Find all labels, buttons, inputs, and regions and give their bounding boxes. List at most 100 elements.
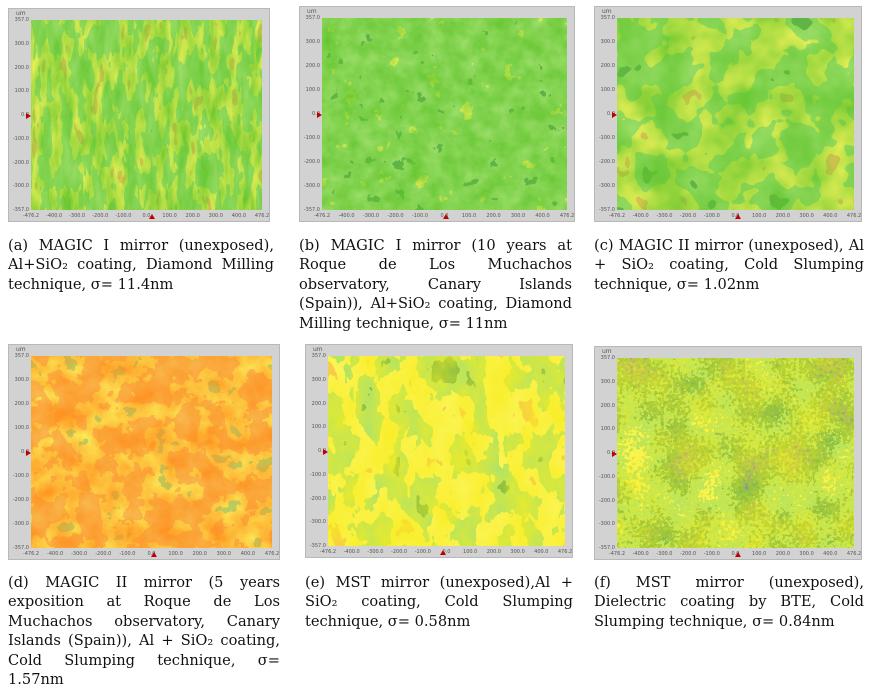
x-marker-icon xyxy=(440,550,446,555)
x-tick-label: 400.0 xyxy=(240,551,256,557)
y-tick-label: 300.0 xyxy=(311,376,326,383)
x-tick-label: 100.0 xyxy=(752,551,767,557)
x-marker-icon xyxy=(735,214,741,219)
x-tick-label: 300.0 xyxy=(510,549,525,555)
y-tick-label: -300.0 xyxy=(598,521,615,528)
surface-map-b: um 357.0 300.0 200.0 100.0 0.0 -100.0 -200.0 -3… xyxy=(299,6,575,222)
y-tick-label: -100.0 xyxy=(303,135,320,141)
x-tick-label: 100.0 xyxy=(463,549,478,555)
x-tick-label: 476.2 xyxy=(264,551,280,557)
y-tick-label: -100.0 xyxy=(598,473,615,480)
x-tick-label: -100.0 xyxy=(703,551,720,557)
y-tick-label: 300.0 xyxy=(305,39,320,45)
y-tick-label: 300.0 xyxy=(600,39,615,45)
y-tick-label: -200.0 xyxy=(598,497,615,504)
x-tick-label: -476.2 xyxy=(608,213,626,219)
y-tick-label: -357.0 xyxy=(12,545,29,551)
caption-f: (f) MST mirror (unexposed), Dielectric c… xyxy=(594,574,864,630)
x-tick-label: -300.0 xyxy=(656,551,673,557)
y-axis: 357.0 300.0 200.0 100.0 0.0 -100.0 -200.0 -300.… xyxy=(300,15,322,213)
caption-e: (e) MST mirror (unexposed),Al + SiO₂ coa… xyxy=(305,574,573,630)
y-tick-label: 0.0 xyxy=(21,112,29,118)
x-tick-label: -200.0 xyxy=(391,549,408,555)
x-tick-label: -400.0 xyxy=(343,549,360,555)
x-tick-label: -300.0 xyxy=(656,213,673,219)
x-tick-label: -476.2 xyxy=(313,213,331,219)
x-tick-label: -476.2 xyxy=(22,551,40,557)
x-tick-label: -300.0 xyxy=(367,549,384,555)
y-marker-icon xyxy=(612,112,617,118)
y-tick-label: -200.0 xyxy=(12,159,29,166)
unit-label: um xyxy=(602,8,612,15)
y-tick-label: 357.0 xyxy=(14,353,29,359)
y-marker-icon xyxy=(317,112,322,118)
x-tick-label: 300.0 xyxy=(216,551,231,557)
x-tick-label: 0.0 xyxy=(142,213,151,219)
x-tick-label: -300.0 xyxy=(362,213,380,219)
y-tick-label: 300.0 xyxy=(14,377,29,383)
y-axis: 357.0 300.0 200.0 100.0 0.0 -100.0 -200.0 -300.… xyxy=(9,17,31,213)
y-tick-label: 200.0 xyxy=(311,400,326,407)
heatmap-e xyxy=(328,356,565,546)
x-tick-label: 200.0 xyxy=(775,551,791,557)
unit-label: um xyxy=(313,346,323,353)
y-tick-label: -357.0 xyxy=(303,207,320,213)
y-tick-label: -300.0 xyxy=(12,521,29,527)
x-tick-label: -476.2 xyxy=(608,551,626,557)
y-tick-label: 100.0 xyxy=(305,87,320,93)
heatmap-a xyxy=(31,20,262,210)
y-axis: 357.0 300.0 200.0 100.0 0.0 -100.0 -200.0 -300.… xyxy=(306,353,328,549)
x-tick-label: 200.0 xyxy=(486,213,501,219)
y-tick-label: 200.0 xyxy=(14,64,29,71)
heatmap-b xyxy=(322,18,567,210)
y-tick-label: 200.0 xyxy=(14,401,29,407)
y-tick-label: -357.0 xyxy=(12,207,29,213)
x-tick-label: 400.0 xyxy=(823,551,838,557)
y-marker-icon xyxy=(612,451,617,457)
y-tick-label: 200.0 xyxy=(600,63,615,69)
x-tick-label: 476.2 xyxy=(846,551,862,557)
x-marker-icon xyxy=(735,552,741,557)
x-tick-label: 400.0 xyxy=(534,549,549,555)
x-tick-label: -476.2 xyxy=(319,549,337,555)
x-axis: -476.2 -400.0 -300.0 -200.0 -100.0 0.0 100.0 20… xyxy=(609,211,861,220)
x-tick-label: -200.0 xyxy=(680,551,697,557)
x-tick-label: 476.2 xyxy=(559,213,575,219)
y-tick-label: 100.0 xyxy=(311,424,326,431)
heatmap-d xyxy=(31,356,272,548)
x-tick-label: -300.0 xyxy=(69,213,86,219)
surface-map-e: um 357.0 300.0 200.0 100.0 0.0 -100.0 -200.0 -3… xyxy=(305,344,573,558)
x-tick-label: 100.0 xyxy=(168,551,183,557)
y-tick-label: 357.0 xyxy=(600,355,615,361)
y-tick-label: 0.0 xyxy=(607,111,615,117)
x-tick-label: -100.0 xyxy=(703,213,720,219)
y-axis: 357.0 300.0 200.0 100.0 0.0 -100.0 -200.0 -300.… xyxy=(595,15,617,213)
caption-b: (b) MAGIC I mirror (10 years at Roque de… xyxy=(299,237,572,332)
x-tick-label: -200.0 xyxy=(92,213,109,219)
x-tick-label: 200.0 xyxy=(775,213,791,219)
x-tick-label: -100.0 xyxy=(414,549,431,555)
x-tick-label: 476.2 xyxy=(557,549,573,555)
y-tick-label: 100.0 xyxy=(14,425,29,431)
y-tick-label: 357.0 xyxy=(600,15,615,21)
x-tick-label: -200.0 xyxy=(680,213,697,219)
y-tick-label: 357.0 xyxy=(14,17,29,23)
y-tick-label: -100.0 xyxy=(12,473,29,479)
x-tick-label: -200.0 xyxy=(387,213,404,219)
y-tick-label: -200.0 xyxy=(12,497,29,503)
x-tick-label: -300.0 xyxy=(71,551,88,557)
x-axis: -476.2 -400.0 -300.0 -200.0 -100.0 0.0 100.0 20… xyxy=(23,211,269,220)
y-tick-label: 200.0 xyxy=(305,63,320,69)
x-tick-label: 200.0 xyxy=(192,551,207,557)
y-tick-label: -200.0 xyxy=(303,159,320,165)
y-tick-label: -300.0 xyxy=(12,183,29,190)
x-tick-label: -100.0 xyxy=(119,551,136,557)
y-tick-label: 357.0 xyxy=(305,15,320,21)
y-tick-label: 0.0 xyxy=(21,449,29,455)
caption-d: (d) MAGIC II mirror (5 years exposition … xyxy=(8,574,280,689)
surface-map-a: um 357.0 300.0 200.0 100.0 0.0 -100.0 -200.0 -3… xyxy=(8,8,270,222)
y-tick-label: 0.0 xyxy=(318,448,326,454)
y-tick-label: -100.0 xyxy=(598,135,615,141)
y-tick-label: -100.0 xyxy=(309,471,326,478)
y-marker-icon xyxy=(26,113,31,119)
